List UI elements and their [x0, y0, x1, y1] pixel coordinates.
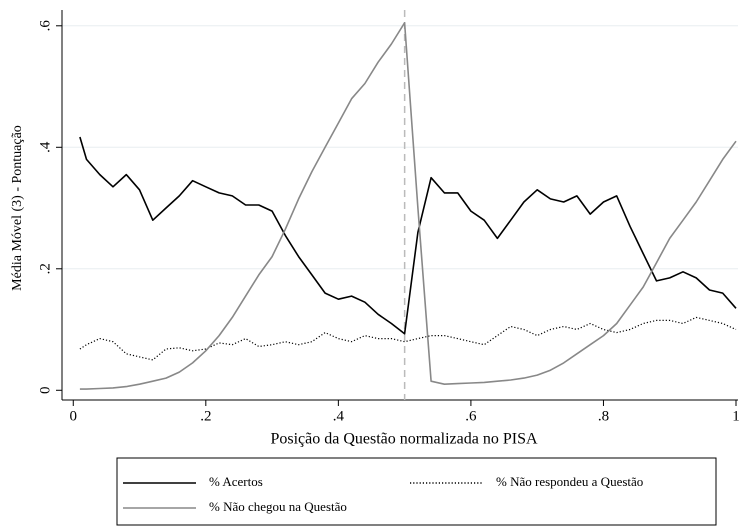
x-axis-label: Posição da Questão normalizada no PISA — [270, 431, 538, 448]
legend-box — [116, 457, 717, 526]
y-tick-label: .6 — [37, 20, 53, 32]
legend-label: % Não respondeu a Questão — [496, 474, 643, 489]
x-tick-label: .4 — [333, 408, 345, 424]
x-tick-label: .6 — [465, 408, 477, 424]
x-tick-label: .8 — [598, 408, 609, 424]
legend-label: % Acertos — [209, 474, 263, 489]
legend-label: % Não chegou na Questão — [209, 499, 347, 514]
y-tick-label: .2 — [37, 263, 53, 274]
x-tick-label: 1 — [732, 408, 739, 424]
series-line — [79, 22, 737, 390]
y-tick-label: .4 — [37, 141, 53, 153]
x-tick-label: 0 — [70, 408, 78, 424]
series-line — [79, 316, 737, 361]
y-axis-label: Média Móvel (3) - Pontuação — [10, 125, 25, 291]
series-line — [79, 136, 737, 335]
y-tick-label: 0 — [37, 387, 53, 395]
x-tick-label: .2 — [200, 408, 211, 424]
